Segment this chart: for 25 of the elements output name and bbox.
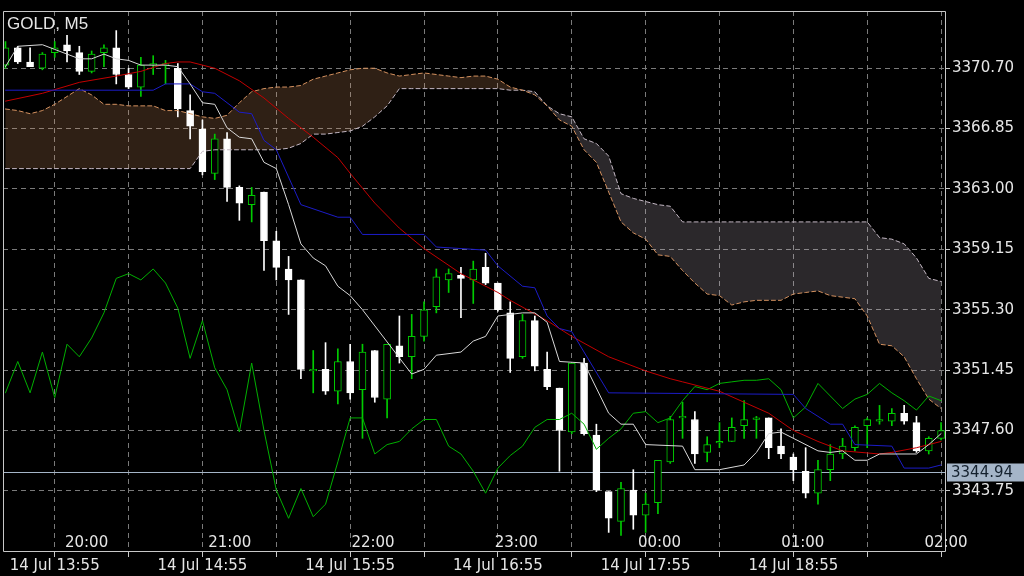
x2-tick-label: 23:00 (494, 532, 538, 551)
x2-tick-label: 20:00 (64, 532, 109, 551)
y-tick-label: 3363.00 (952, 178, 1015, 197)
x-tick-label: 14 Jul 14:55 (157, 555, 248, 574)
x2-tick-label: 01:00 (781, 532, 825, 551)
x2-tick-label: 22:00 (351, 532, 395, 551)
y-tick-label: 3347.60 (952, 420, 1015, 439)
y-tick-label: 3359.15 (952, 239, 1015, 258)
y-tick-label: 3351.45 (952, 359, 1015, 378)
x-tick-label: 14 Jul 18:55 (748, 555, 839, 574)
x-tick-label: 14 Jul 16:55 (452, 555, 543, 574)
x-tick-label: 14 Jul 13:55 (9, 555, 100, 574)
x2-tick-label: 21:00 (208, 532, 252, 551)
x-tick-label: 14 Jul 17:55 (600, 555, 691, 574)
ref-line-label: 3344.94 (951, 463, 1014, 482)
y-tick-label: 3355.30 (952, 299, 1015, 318)
x-tick-label: 14 Jul 15:55 (305, 555, 396, 574)
candlestick (457, 267, 465, 318)
line-series (4, 88, 942, 282)
y-tick-label: 3343.75 (952, 480, 1015, 499)
candlestick (740, 400, 748, 439)
y-tick-label: 3366.85 (952, 118, 1015, 137)
y-tick-label: 3370.70 (952, 58, 1015, 77)
x2-tick-label: 00:00 (637, 532, 682, 551)
chart-title: GOLD, M5 (7, 14, 89, 34)
